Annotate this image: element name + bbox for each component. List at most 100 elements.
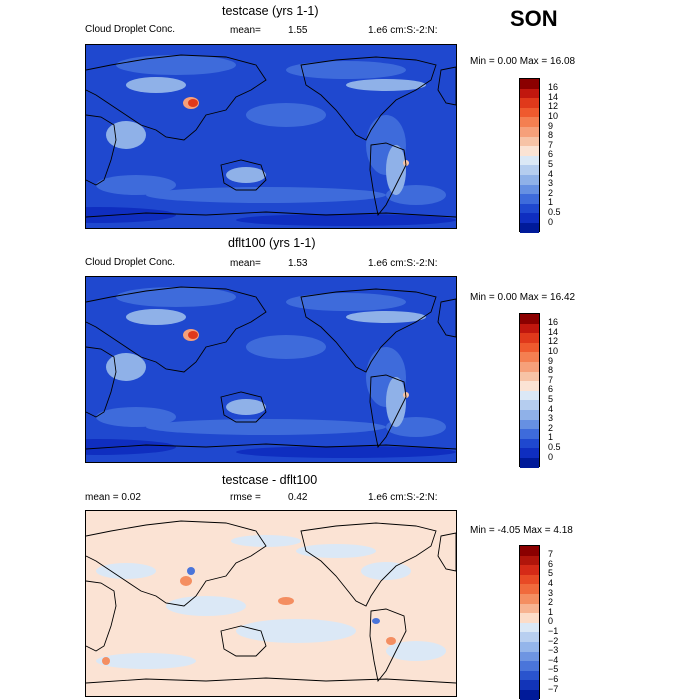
panel2-mean-label: mean= <box>230 258 261 269</box>
panel2-field-label: Cloud Droplet Conc. <box>85 257 176 268</box>
colorbar-swatch <box>520 689 539 700</box>
colorbar-swatch <box>520 613 539 623</box>
panel2-title: dflt100 (yrs 1-1) <box>228 236 316 250</box>
colorbar-swatch <box>520 203 539 214</box>
colorbar-swatch <box>520 622 539 633</box>
colorbar-level-label: 2 <box>548 187 554 198</box>
colorbar-level-label: 2 <box>548 597 554 608</box>
panel3-rmse-value: 0.42 <box>288 492 308 503</box>
colorbar-level-label: 5 <box>548 158 554 169</box>
colorbar-swatch <box>520 546 539 556</box>
colorbar-level-label: −3 <box>548 645 559 656</box>
panel1-map <box>85 44 457 229</box>
colorbar-level-label: −4 <box>548 654 559 665</box>
colorbar-level-label: 8 <box>548 365 554 376</box>
colorbar-swatch <box>520 555 539 566</box>
panel3-mean-text: mean = 0.02 <box>85 492 141 503</box>
colorbar-swatch <box>520 174 539 185</box>
colorbar-level-label: 3 <box>548 178 554 189</box>
colorbar-swatch <box>520 165 539 175</box>
panel1-title: testcase (yrs 1-1) <box>222 4 319 18</box>
colorbar-swatch <box>520 400 539 410</box>
season-label: SON <box>510 6 558 31</box>
panel3-units: 1.e6 cm:S:-2:N: <box>368 492 438 503</box>
colorbar-level-label: 16 <box>548 317 559 328</box>
colorbar-swatch <box>520 155 539 166</box>
colorbar-level-label: 6 <box>548 384 554 395</box>
colorbar-level-label: −6 <box>548 673 559 684</box>
colorbar-swatch <box>520 323 539 334</box>
colorbar-level-label: 9 <box>548 120 554 131</box>
colorbar-level-label: 1 <box>548 197 554 208</box>
colorbar-swatch <box>520 438 539 449</box>
panel2-min-max: Min = 0.00 Max = 16.42 <box>470 292 576 303</box>
panel1-mean-value: 1.55 <box>288 25 308 36</box>
colorbar-level-label: 12 <box>548 336 559 347</box>
colorbar-swatch <box>520 361 539 372</box>
colorbar-level-label: 16 <box>548 82 559 93</box>
colorbar-swatch <box>520 342 539 353</box>
colorbar-swatch <box>520 79 539 89</box>
colorbar-level-label: 5 <box>548 393 554 404</box>
colorbar-swatch <box>520 184 539 195</box>
colorbar-level-label: 0.5 <box>548 206 561 217</box>
colorbar-swatch <box>520 448 539 458</box>
colorbar-level-label: 9 <box>548 355 554 366</box>
colorbar-level-label: −5 <box>548 664 559 675</box>
colorbar-level-label: 4 <box>548 168 554 179</box>
colorbar-level-label: 4 <box>548 403 554 414</box>
colorbar-swatch <box>520 584 539 594</box>
colorbar-swatch <box>520 593 539 604</box>
colorbar-swatch <box>520 194 539 204</box>
colorbar-level-label: −1 <box>548 625 559 636</box>
colorbar-swatch <box>520 632 539 642</box>
colorbar-swatch <box>520 333 539 343</box>
colorbar-level-label: 12 <box>548 101 559 112</box>
colorbar-swatch <box>520 603 539 614</box>
colorbar-level-label: 0 <box>548 451 554 462</box>
colorbar-level-label: 7 <box>548 374 554 385</box>
colorbar-swatch <box>520 352 539 362</box>
panel3-title: testcase - dflt100 <box>222 473 318 487</box>
colorbar-level-label: 10 <box>548 110 559 121</box>
colorbar-swatch <box>520 565 539 575</box>
colorbar-swatch <box>520 314 539 324</box>
colorbar-level-label: 5 <box>548 568 554 579</box>
colorbar-swatch <box>520 126 539 137</box>
colorbar-swatch <box>520 409 539 420</box>
colorbar-swatch <box>520 146 539 156</box>
colorbar-level-label: −7 <box>548 683 559 694</box>
colorbar-swatch <box>520 390 539 401</box>
panel3-min-max: Min = -4.05 Max = 4.18 <box>470 525 573 536</box>
colorbar-level-label: 3 <box>548 413 554 424</box>
panel2-map <box>85 276 457 463</box>
colorbar-swatch <box>520 213 539 223</box>
colorbar-swatch <box>520 457 539 468</box>
colorbar-level-label: 10 <box>548 345 559 356</box>
colorbar-level-label: 0 <box>548 216 554 227</box>
panel2-units: 1.e6 cm:S:-2:N: <box>368 258 438 269</box>
colorbar-level-label: 7 <box>548 139 554 150</box>
colorbar-swatch <box>520 98 539 108</box>
colorbar-swatch <box>520 661 539 671</box>
colorbar-level-label: 4 <box>548 577 554 588</box>
panel2-mean-value: 1.53 <box>288 258 308 269</box>
panel1-min-max: Min = 0.00 Max = 16.08 <box>470 56 576 67</box>
colorbar-swatch <box>520 117 539 127</box>
colorbar-level-label: 2 <box>548 422 554 433</box>
colorbar-swatch <box>520 419 539 430</box>
panel1-mean-label: mean= <box>230 25 261 36</box>
colorbar-swatch <box>520 641 539 652</box>
colorbar-swatch <box>520 371 539 382</box>
panel3-colorbar <box>519 545 540 700</box>
panel1-units: 1.e6 cm:S:-2:N: <box>368 25 438 36</box>
panel1-field-label: Cloud Droplet Conc. <box>85 24 176 35</box>
colorbar-level-label: 3 <box>548 587 554 598</box>
colorbar-level-label: 7 <box>548 549 554 560</box>
colorbar-level-label: 1 <box>548 432 554 443</box>
colorbar-swatch <box>520 381 539 391</box>
colorbar-level-label: 6 <box>548 558 554 569</box>
colorbar-swatch <box>520 88 539 99</box>
colorbar-swatch <box>520 670 539 681</box>
colorbar-level-label: 14 <box>548 91 559 102</box>
